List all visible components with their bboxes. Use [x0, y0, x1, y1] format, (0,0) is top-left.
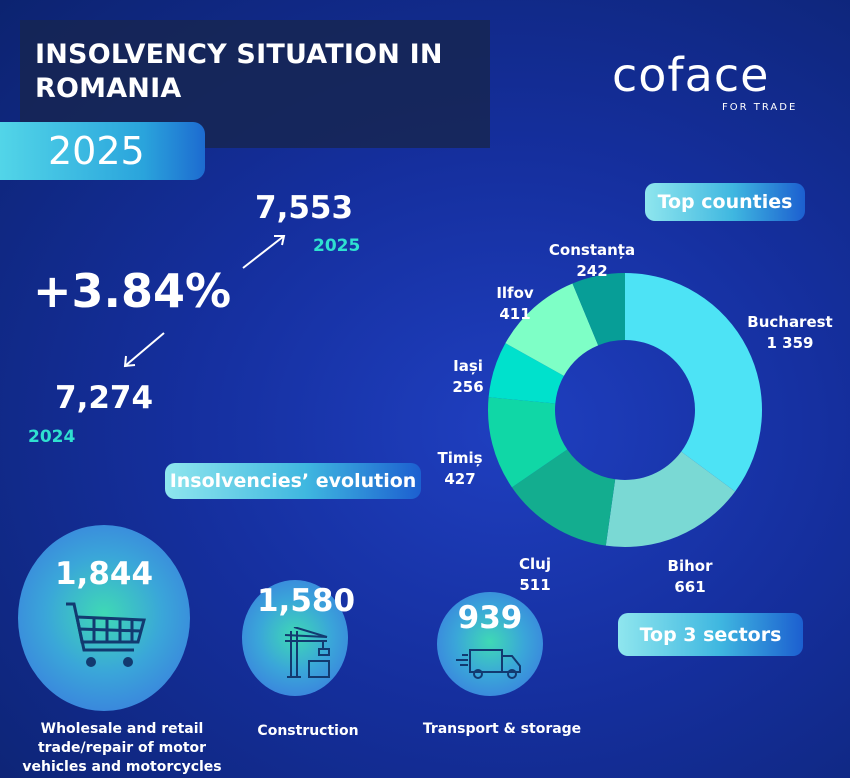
sector-name: Transport & storage [422, 721, 582, 737]
coface-logo: coface [612, 48, 770, 102]
year-label: 2025 [48, 129, 145, 173]
donut-slice-cluj [511, 449, 616, 546]
donut-slice-bihor [605, 451, 736, 547]
donut-label: Bihor 661 [668, 556, 713, 598]
county-value: 1 359 [766, 334, 814, 352]
current-year: 2025 [313, 236, 361, 256]
donut-label: Timiș 427 [437, 448, 482, 490]
year-pill [0, 122, 205, 180]
donut-slice-ilfov [505, 283, 599, 376]
change-percent: +3.84% [33, 264, 232, 318]
delivery-truck-icon [456, 649, 521, 679]
donut-slice-iași [488, 343, 564, 404]
donut-label: Bucharest 1 359 [747, 312, 832, 354]
donut-slice-constanța [572, 273, 625, 346]
sector-name: Wholesale and retail trade/repair of mot… [22, 721, 222, 775]
sector-name: Construction [257, 723, 359, 739]
county-name: Cluj [519, 555, 551, 573]
county-value: 256 [452, 378, 484, 396]
shopping-cart-icon [66, 602, 146, 667]
donut-label: Cluj 511 [519, 554, 551, 596]
previous-value: 7,274 [55, 380, 154, 416]
page-title: INSOLVENCY SITUATION IN ROMANIA [35, 38, 443, 106]
donut-slice-bucharest [625, 273, 762, 492]
county-name: Bihor [667, 557, 713, 575]
title-line-2: ROMANIA [35, 73, 182, 104]
title-line-1: INSOLVENCY SITUATION IN [35, 39, 443, 70]
county-name: Bucharest [747, 313, 833, 331]
current-value: 7,553 [255, 190, 354, 226]
county-name: Ilfov [496, 284, 534, 302]
crane-icon [284, 627, 330, 678]
county-name: Constanța [548, 241, 636, 259]
sector-bubble-transport [437, 592, 543, 696]
sector-value: 1,580 [256, 583, 356, 619]
county-value: 511 [519, 576, 551, 594]
county-name: Timiș [437, 449, 483, 467]
arrow-up-icon [242, 235, 286, 269]
county-value: 427 [444, 470, 476, 488]
sector-value: 939 [457, 600, 523, 636]
logo-tagline: FOR TRADE [722, 102, 798, 113]
arrow-down-icon [123, 332, 165, 368]
county-name: Iași [453, 357, 483, 375]
donut-slice-timiș [488, 397, 568, 488]
county-value: 661 [674, 578, 706, 596]
donut-label: Iași 256 [452, 356, 483, 398]
previous-year: 2024 [28, 427, 76, 447]
top-sectors-label: Top 3 sectors [618, 613, 803, 656]
evolution-label: Insolvencies’ evolution [165, 463, 421, 499]
county-value: 242 [576, 262, 608, 280]
donut-label: Constanța 242 [549, 240, 635, 282]
donut-label: Ilfov 411 [496, 283, 533, 325]
top-counties-label: Top counties [645, 183, 805, 221]
county-value: 411 [499, 305, 531, 323]
sector-value: 1,844 [54, 556, 154, 592]
